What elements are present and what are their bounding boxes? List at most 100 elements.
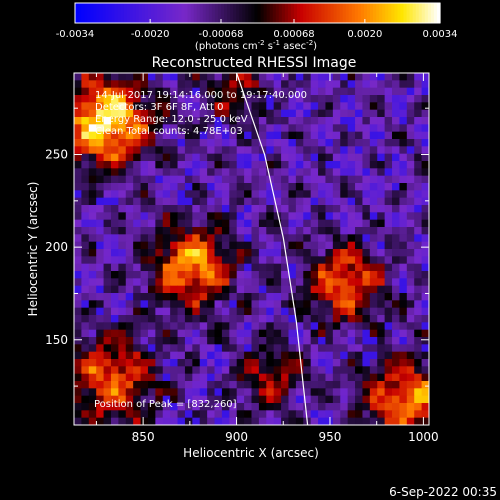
heatmap-cell [96, 73, 105, 81]
heatmap-cell [362, 381, 371, 389]
heatmap-cell [177, 307, 186, 316]
heatmap-cell [332, 197, 341, 206]
heatmap-cell [377, 278, 386, 287]
heatmap-cell [414, 351, 423, 360]
heatmap-cell [266, 146, 275, 155]
heatmap-cell [244, 87, 252, 96]
colorbar [74, 2, 441, 24]
heatmap-cell [207, 366, 216, 375]
heatmap-cell [340, 153, 349, 162]
heatmap-cell [155, 381, 164, 389]
heatmap-cell [325, 153, 334, 162]
heatmap-cell [281, 131, 289, 140]
heatmap-cell [207, 212, 216, 221]
colorbar-cell [321, 3, 326, 23]
heatmap-cell [125, 366, 134, 375]
heatmap-cell [303, 109, 312, 118]
heatmap-cell [295, 109, 304, 118]
heatmap-cell [295, 278, 304, 287]
heatmap-cell [192, 410, 201, 419]
heatmap-cell [147, 337, 156, 345]
heatmap-cell [199, 351, 208, 360]
heatmap-cell [399, 146, 408, 155]
heatmap-cell [325, 337, 334, 345]
heatmap-cell [88, 241, 97, 250]
heatmap-cell [377, 300, 386, 309]
heatmap-cell [258, 183, 267, 191]
heatmap-cell [384, 351, 393, 360]
heatmap-cell [325, 212, 334, 221]
heatmap-cell [125, 337, 134, 345]
heatmap-cell [229, 344, 238, 353]
heatmap-cell [118, 219, 127, 228]
heatmap-cell [199, 212, 208, 221]
heatmap-cell [318, 109, 326, 118]
heatmap-cell [377, 395, 386, 404]
heatmap-cell [96, 388, 105, 397]
heatmap-cell [355, 161, 363, 169]
heatmap-cell [207, 410, 216, 419]
heatmap-cell [229, 271, 238, 279]
heatmap-cell [81, 73, 90, 81]
heatmap-cell [81, 102, 90, 111]
annotation-line: Clean Total counts: 4.78E+03 [95, 126, 243, 137]
heatmap-cell [318, 131, 326, 140]
colorbar-cell [333, 3, 338, 23]
heatmap-cell [81, 190, 90, 199]
heatmap-cell [125, 285, 134, 294]
heatmap-cell [273, 359, 282, 367]
colorbar-cell [141, 3, 146, 23]
heatmap-cell [118, 417, 127, 426]
heatmap-cell [421, 417, 430, 426]
heatmap-cell [303, 315, 312, 323]
heatmap-cell [229, 124, 238, 133]
heatmap-cell [155, 351, 164, 360]
heatmap-cell [147, 278, 156, 287]
heatmap-cell [110, 351, 119, 360]
heatmap-cell [406, 183, 415, 191]
heatmap-cell [362, 153, 371, 162]
heatmap-cell [347, 73, 356, 81]
heatmap-cell [103, 344, 112, 353]
heatmap-cell [325, 175, 334, 184]
heatmap-cell [103, 249, 112, 257]
heatmap-cell [273, 205, 282, 213]
heatmap-cell [110, 241, 119, 250]
heatmap-cell [192, 95, 201, 103]
heatmap-cell [192, 373, 201, 382]
heatmap-cell [340, 388, 349, 397]
heatmap-cell [355, 205, 363, 213]
heatmap-cell [251, 205, 260, 213]
heatmap-cell [288, 263, 297, 272]
heatmap-cell [392, 263, 400, 272]
heatmap-cell [199, 227, 208, 235]
heatmap-cell [281, 139, 289, 147]
heatmap-cell [406, 249, 415, 257]
heatmap-cell [192, 161, 201, 169]
heatmap-cell [288, 285, 297, 294]
heatmap-cell [347, 403, 356, 411]
heatmap-cell [258, 388, 267, 397]
heatmap-cell [251, 359, 260, 367]
heatmap-cell [318, 366, 326, 375]
heatmap-cell [155, 212, 164, 221]
heatmap-cell [170, 80, 179, 89]
heatmap-cell [318, 95, 326, 103]
heatmap-cell [236, 300, 245, 309]
heatmap-cell [295, 293, 304, 301]
heatmap-cell [332, 337, 341, 345]
heatmap-cell [392, 256, 400, 265]
heatmap-cell [399, 234, 408, 243]
heatmap-cell [96, 307, 105, 316]
heatmap-cell [325, 73, 334, 81]
heatmap-cell [170, 241, 179, 250]
heatmap-cell [355, 153, 363, 162]
heatmap-cell [147, 359, 156, 367]
heatmap-cell [110, 139, 119, 147]
heatmap-cell [377, 344, 386, 353]
heatmap-cell [392, 175, 400, 184]
heatmap-cell [214, 395, 223, 404]
heatmap-cell [88, 293, 97, 301]
heatmap-cell [214, 293, 223, 301]
heatmap-cell [340, 102, 349, 111]
